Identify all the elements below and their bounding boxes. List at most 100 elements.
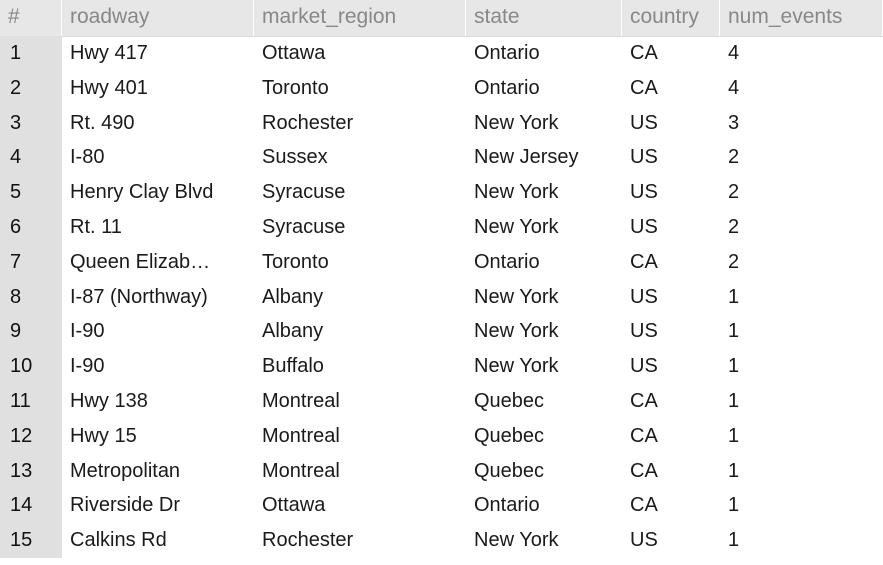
cell-state[interactable]: Ontario <box>474 494 540 517</box>
cell-market-region[interactable]: Albany <box>262 320 324 343</box>
table-row[interactable]: 13 Metropolitan Montreal Quebec CA 1 <box>0 453 883 489</box>
cell-roadway[interactable]: Hwy 417 <box>70 42 148 64</box>
cell-country[interactable]: CA <box>630 42 658 64</box>
cell-state[interactable]: Ontario <box>474 250 540 273</box>
row-number[interactable]: 15 <box>0 523 62 558</box>
cell-market-region[interactable]: Ottawa <box>262 42 326 64</box>
cell-market-region[interactable]: Buffalo <box>262 355 324 378</box>
cell-num-events[interactable]: 1 <box>728 355 740 378</box>
cell-market-region[interactable]: Toronto <box>262 76 329 99</box>
row-number[interactable]: 13 <box>0 453 62 489</box>
cell-market-region[interactable]: Syracuse <box>262 181 346 204</box>
cell-roadway[interactable]: Hwy 15 <box>70 424 137 447</box>
cell-country[interactable]: US <box>630 215 658 238</box>
cell-state[interactable]: New York <box>474 285 559 308</box>
cell-country[interactable]: US <box>630 181 658 204</box>
cell-num-events[interactable]: 1 <box>728 285 740 308</box>
cell-num-events[interactable]: 4 <box>728 76 740 99</box>
cell-market-region[interactable]: Ottawa <box>262 494 326 517</box>
table-row[interactable]: 11 Hwy 138 Montreal Quebec CA 1 <box>0 383 883 419</box>
cell-market-region[interactable]: Montreal <box>262 389 340 412</box>
cell-state[interactable]: New York <box>474 181 559 204</box>
cell-roadway[interactable]: Rt. 490 <box>70 111 135 134</box>
row-number[interactable]: 2 <box>0 70 62 106</box>
row-number[interactable]: 1 <box>0 36 62 71</box>
row-number[interactable]: 6 <box>0 209 62 245</box>
cell-country[interactable]: US <box>630 111 658 134</box>
cell-num-events[interactable]: 1 <box>728 459 740 482</box>
cell-market-region[interactable]: Montreal <box>262 424 340 447</box>
cell-market-region[interactable]: Syracuse <box>262 215 346 238</box>
cell-num-events[interactable]: 1 <box>728 494 740 517</box>
column-header-num-events[interactable]: num_events <box>720 0 883 36</box>
cell-country[interactable]: US <box>630 320 658 343</box>
table-row[interactable]: 7 Queen Elizab… Toronto Ontario CA 2 <box>0 244 883 280</box>
cell-roadway[interactable]: Rt. 11 <box>70 215 122 238</box>
table-row[interactable]: 5 Henry Clay Blvd Syracuse New York US 2 <box>0 175 883 210</box>
row-number[interactable]: 14 <box>0 488 62 524</box>
cell-country[interactable]: CA <box>630 76 658 99</box>
cell-num-events[interactable]: 2 <box>728 250 740 273</box>
cell-state[interactable]: New York <box>474 215 559 238</box>
table-row[interactable]: 12 Hwy 15 Montreal Quebec CA 1 <box>0 418 883 454</box>
cell-num-events[interactable]: 1 <box>728 320 740 343</box>
column-header-roadway[interactable]: roadway <box>62 0 254 36</box>
row-number[interactable]: 10 <box>0 349 62 384</box>
cell-roadway[interactable]: Calkins Rd <box>70 529 167 552</box>
cell-roadway[interactable]: I-80 <box>70 146 105 169</box>
table-row[interactable]: 3 Rt. 490 Rochester New York US 3 <box>0 105 883 141</box>
table-row[interactable]: 8 I-87 (Northway) Albany New York US 1 <box>0 279 883 315</box>
row-number[interactable]: 12 <box>0 418 62 454</box>
table-row[interactable]: 15 Calkins Rd Rochester New York US 1 <box>0 523 883 558</box>
cell-roadway[interactable]: Metropolitan <box>70 459 181 482</box>
cell-market-region[interactable]: Toronto <box>262 250 329 273</box>
cell-state[interactable]: Quebec <box>474 389 545 412</box>
cell-market-region[interactable]: Rochester <box>262 111 354 134</box>
cell-country[interactable]: CA <box>630 424 658 447</box>
cell-roadway[interactable]: I-87 (Northway) <box>70 285 208 308</box>
cell-roadway[interactable]: Hwy 401 <box>70 76 148 99</box>
cell-country[interactable]: US <box>630 529 658 552</box>
cell-country[interactable]: US <box>630 355 658 378</box>
cell-state[interactable]: New York <box>474 320 559 343</box>
row-number[interactable]: 3 <box>0 105 62 141</box>
cell-state[interactable]: Quebec <box>474 459 545 482</box>
cell-roadway[interactable]: I-90 <box>70 355 105 378</box>
cell-country[interactable]: CA <box>630 250 658 273</box>
cell-market-region[interactable]: Montreal <box>262 459 340 482</box>
cell-state[interactable]: Ontario <box>474 76 540 99</box>
row-number[interactable]: 11 <box>0 383 62 419</box>
column-header-state[interactable]: state <box>466 0 622 36</box>
table-row[interactable]: 9 I-90 Albany New York US 1 <box>0 314 883 350</box>
cell-state[interactable]: New York <box>474 355 559 378</box>
table-row[interactable]: 14 Riverside Dr Ottawa Ontario CA 1 <box>0 488 883 524</box>
cell-country[interactable]: CA <box>630 494 658 517</box>
cell-num-events[interactable]: 2 <box>728 146 740 169</box>
column-header-rownum[interactable]: # <box>0 0 62 36</box>
cell-market-region[interactable]: Sussex <box>262 146 328 169</box>
row-number[interactable]: 7 <box>0 244 62 280</box>
cell-roadway[interactable]: I-90 <box>70 320 105 343</box>
cell-country[interactable]: US <box>630 146 658 169</box>
cell-market-region[interactable]: Albany <box>262 285 324 308</box>
cell-state[interactable]: New York <box>474 111 559 134</box>
row-number[interactable]: 5 <box>0 175 62 210</box>
cell-country[interactable]: US <box>630 285 658 308</box>
table-row[interactable]: 6 Rt. 11 Syracuse New York US 2 <box>0 209 883 245</box>
cell-num-events[interactable]: 2 <box>728 215 740 238</box>
cell-num-events[interactable]: 3 <box>728 111 740 134</box>
cell-num-events[interactable]: 2 <box>728 181 740 204</box>
table-row[interactable]: 10 I-90 Buffalo New York US 1 <box>0 349 883 384</box>
cell-num-events[interactable]: 1 <box>728 389 740 412</box>
cell-state[interactable]: New York <box>474 529 559 552</box>
cell-state[interactable]: Quebec <box>474 424 545 447</box>
cell-roadway[interactable]: Hwy 138 <box>70 389 148 412</box>
cell-market-region[interactable]: Rochester <box>262 529 354 552</box>
table-row[interactable]: 1 Hwy 417 Ottawa Ontario CA 4 <box>0 36 883 71</box>
column-header-market-region[interactable]: market_region <box>254 0 466 36</box>
cell-num-events[interactable]: 1 <box>728 529 740 552</box>
cell-num-events[interactable]: 4 <box>728 42 740 64</box>
row-number[interactable]: 9 <box>0 314 62 350</box>
cell-roadway[interactable]: Queen Elizab… <box>70 250 211 273</box>
row-number[interactable]: 8 <box>0 279 62 315</box>
